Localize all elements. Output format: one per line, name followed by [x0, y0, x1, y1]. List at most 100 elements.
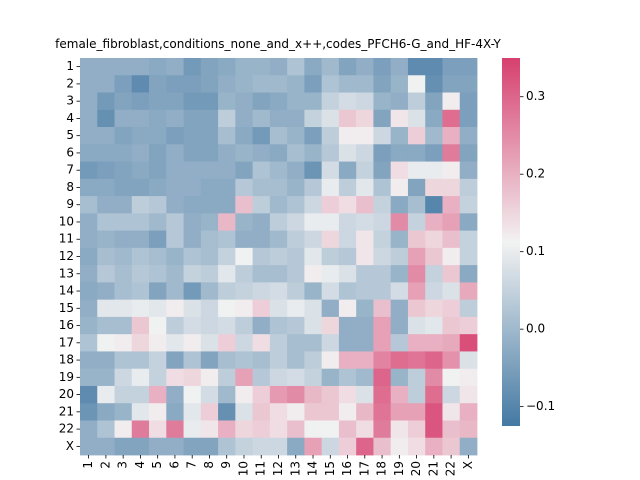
y-tick-label: 12 [59, 249, 74, 263]
heatmap-cell [149, 58, 167, 76]
heatmap-cell [252, 247, 271, 266]
heatmap-cell [183, 351, 202, 370]
heatmap-cell [114, 230, 133, 249]
x-tick-label: X [461, 461, 475, 469]
heatmap-cell [459, 385, 478, 404]
y-tick-label: 13 [59, 266, 74, 280]
heatmap-cell [356, 213, 374, 232]
x-tick-label: 10 [236, 461, 250, 476]
heatmap-cell [149, 213, 167, 232]
heatmap-cell [235, 420, 254, 439]
heatmap-cell [459, 437, 478, 456]
heatmap-cell [287, 127, 305, 145]
heatmap-cell [442, 316, 461, 335]
heatmap-cell [166, 127, 184, 145]
heatmap-cell [338, 58, 357, 76]
heatmap-cell [407, 161, 426, 180]
heatmap-cell [407, 213, 426, 232]
y-tick-label: 8 [66, 180, 74, 194]
heatmap-cell [114, 385, 133, 404]
heatmap-cell [321, 109, 340, 128]
heatmap-cell [356, 230, 374, 249]
heatmap-cell [459, 282, 478, 301]
heatmap-cell [166, 213, 184, 232]
heatmap-cell [97, 282, 115, 301]
heatmap-cell [131, 144, 150, 162]
heatmap-cell [97, 299, 115, 318]
heatmap-cell [114, 420, 133, 439]
heatmap-cell [114, 75, 133, 93]
heatmap-cell [390, 58, 409, 76]
heatmap-cell [252, 403, 271, 421]
heatmap-cell [459, 351, 478, 370]
heatmap-cell [80, 196, 98, 214]
heatmap-cell [338, 385, 357, 404]
heatmap-cell [373, 92, 392, 111]
heatmap-cell [373, 437, 392, 456]
heatmap-cell [269, 368, 288, 387]
heatmap-cell [287, 351, 305, 370]
heatmap-cell [80, 127, 98, 145]
heatmap-cell [218, 196, 236, 214]
heatmap-cell [338, 230, 357, 249]
y-tick-label: 11 [59, 232, 74, 246]
heatmap-cell [304, 368, 323, 387]
y-tick-label: 20 [59, 387, 74, 401]
heatmap-cell [200, 58, 219, 76]
heatmap-cell [218, 161, 236, 180]
heatmap-cell [356, 161, 374, 180]
heatmap-cell [287, 265, 305, 283]
heatmap-cell [425, 213, 443, 232]
heatmap-cell [442, 92, 461, 111]
heatmap-cell [200, 109, 219, 128]
heatmap-cell [269, 75, 288, 93]
x-tick-label: 2 [98, 461, 112, 469]
heatmap-cell [252, 420, 271, 439]
heatmap-cell [356, 196, 374, 214]
heatmap-cell [200, 92, 219, 111]
x-tick-label: 3 [116, 461, 130, 469]
heatmap-cell [459, 247, 478, 266]
heatmap-cell [131, 351, 150, 370]
heatmap-cell [166, 420, 184, 439]
heatmap-cell [97, 247, 115, 266]
heatmap-cell [114, 178, 133, 197]
heatmap-cell [287, 161, 305, 180]
y-tick-label: 15 [59, 301, 74, 315]
heatmap-cell [407, 127, 426, 145]
heatmap-cell [356, 75, 374, 93]
heatmap-cell [287, 403, 305, 421]
x-tick-label: 20 [409, 461, 423, 476]
x-tick-label: 11 [254, 461, 268, 476]
heatmap-cell [269, 196, 288, 214]
heatmap-cell [252, 161, 271, 180]
heatmap-cell [166, 385, 184, 404]
heatmap-cell [97, 75, 115, 93]
heatmap-cell [304, 213, 323, 232]
y-tick-label: 4 [66, 111, 74, 125]
heatmap-cell [373, 58, 392, 76]
heatmap-cell [80, 178, 98, 197]
heatmap-cell [218, 230, 236, 249]
heatmap-cell [373, 144, 392, 162]
heatmap-cell [407, 75, 426, 93]
heatmap-cell [356, 144, 374, 162]
heatmap-cell [114, 196, 133, 214]
heatmap-cell [356, 109, 374, 128]
heatmap-cell [356, 58, 374, 76]
heatmap-cell [269, 403, 288, 421]
heatmap-cell [252, 351, 271, 370]
heatmap-cell [356, 334, 374, 352]
heatmap-cell [459, 403, 478, 421]
heatmap-cell [200, 127, 219, 145]
heatmap-cell [356, 316, 374, 335]
heatmap-cell [149, 385, 167, 404]
heatmap-cell [442, 161, 461, 180]
heatmap-cell [304, 178, 323, 197]
heatmap-cell [321, 265, 340, 283]
x-tick-label: 1 [81, 461, 95, 469]
heatmap-cell [442, 282, 461, 301]
heatmap-cell [287, 437, 305, 456]
heatmap-cell [373, 109, 392, 128]
heatmap-cell [80, 403, 98, 421]
